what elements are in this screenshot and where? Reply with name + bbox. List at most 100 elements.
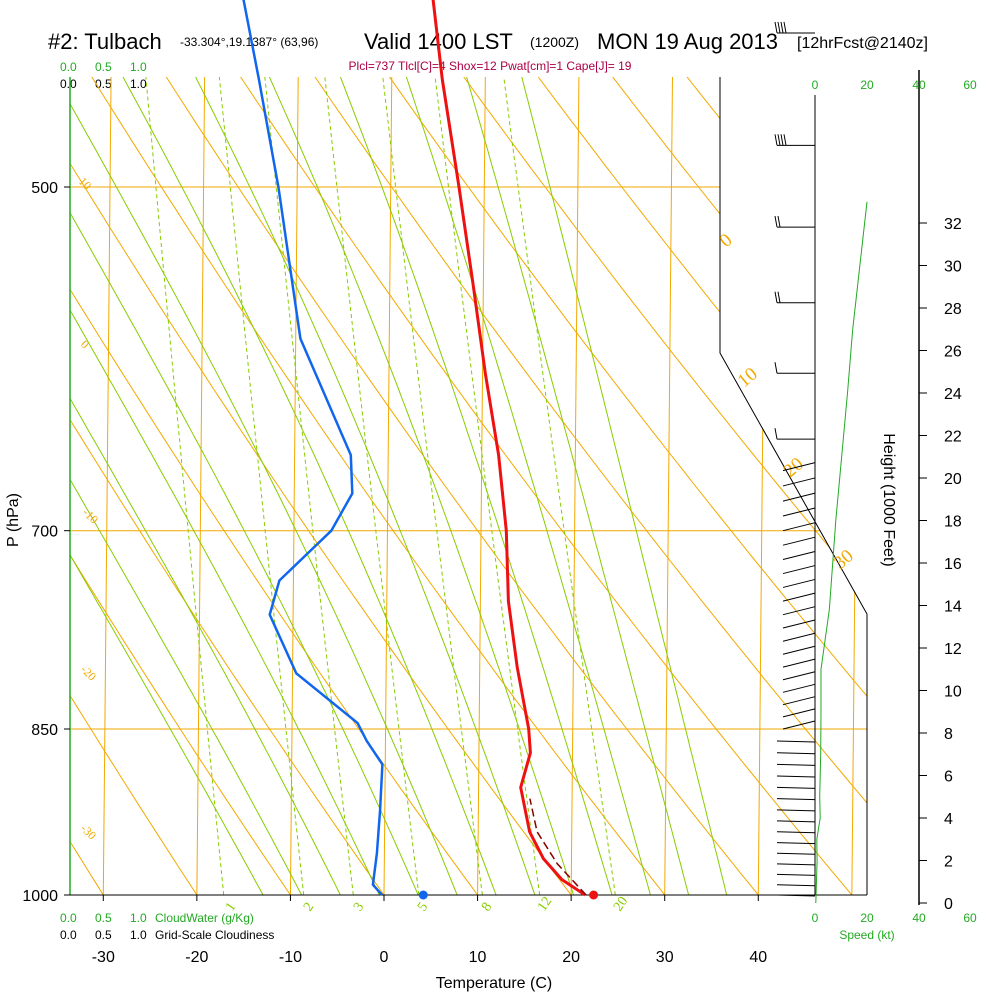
height-tick-label: 12 <box>944 641 962 658</box>
height-tick-label: 28 <box>944 301 962 318</box>
x-tick-label: -30 <box>92 949 115 966</box>
height-tick-label: 14 <box>944 599 962 616</box>
stability-indices: Plcl=737 Tlcl[C]=4 Shox=12 Pwat[cm]=1 Ca… <box>349 59 632 73</box>
wind-barb <box>774 428 815 440</box>
moist-adiabat <box>70 77 628 895</box>
bottom-black-scale-0: 0.0 <box>60 928 77 942</box>
x-tick-label: 20 <box>562 949 580 966</box>
top-black-scale-0: 0.0 <box>60 77 77 91</box>
moist-adiabat <box>274 77 703 895</box>
top-black-scale-2: 1.0 <box>130 77 147 91</box>
station-coords: -33.304°,19.1387° (63,96) <box>180 35 318 49</box>
axes: -30 -20 -10 0 10 20 30 40 2 5 0 30 0 40 0 500 700 850 1000… <box>22 180 962 966</box>
height-tick-label: 18 <box>944 514 962 531</box>
wind-barb <box>774 21 815 34</box>
zulu-time: (1200Z) <box>530 34 579 50</box>
moist-adiabat <box>70 77 291 895</box>
height-tick-label: 22 <box>944 429 962 446</box>
height-tick-label: 4 <box>944 811 953 828</box>
speed-bottom-0: 0 <box>812 911 819 925</box>
mixing-ratio-label: 3 <box>351 900 367 914</box>
moist-adiabat <box>70 77 441 895</box>
dry-adiabat <box>70 77 515 895</box>
speed-bottom-20: 20 <box>860 911 874 925</box>
mixing-ratio-line <box>134 77 225 895</box>
dry-adiabat <box>100 77 867 895</box>
frame-edge <box>719 77 868 895</box>
dry-adiabat <box>70 77 800 895</box>
moist-adiabat <box>70 77 328 895</box>
dry-adiabat <box>70 77 867 895</box>
dewpoint-line <box>242 0 384 896</box>
height-tick-label: 8 <box>944 726 953 743</box>
height-tick-label: 2 <box>944 854 953 871</box>
wind-barb <box>774 362 815 374</box>
p-tick-label: 700 <box>31 524 58 541</box>
dry-adiabat-label: -20 <box>78 662 99 683</box>
parcel-line <box>529 798 587 896</box>
bottom-cloud-scales: 0.0 0.5 1.0 CloudWater (g/Kg) 0.0 0.5 1.… <box>60 911 274 942</box>
wind-barb <box>774 134 815 146</box>
x-tick-label: -10 <box>279 949 302 966</box>
moist-adiabat <box>174 77 665 895</box>
dry-adiabat <box>70 77 326 895</box>
mixing-ratio-line <box>252 77 354 895</box>
speed-bottom-40: 40 <box>912 911 926 925</box>
speed-bottom-60: 60 <box>963 911 977 925</box>
p-tick-label: 1000 <box>22 888 58 905</box>
wind-barb <box>774 291 815 304</box>
moist-adiabat <box>70 77 515 895</box>
bottom-green-scale-1: 0.5 <box>95 911 112 925</box>
height-tick-label: 0 <box>944 896 953 913</box>
bottom-green-scale-0: 0.0 <box>60 911 77 925</box>
isotherm <box>383 77 393 895</box>
isotherm <box>851 77 861 895</box>
speed-top-20: 20 <box>860 78 874 92</box>
mixing-ratio-label: 5 <box>415 900 431 914</box>
bottom-green-scale-2: 1.0 <box>130 911 147 925</box>
top-green-scale-0: 0.0 <box>60 60 77 74</box>
sounding-series <box>242 0 599 900</box>
y-axis-title: P (hPa) <box>5 493 22 547</box>
dry-adiabat <box>349 77 867 895</box>
isotherm <box>289 77 299 895</box>
height-tick-label: 24 <box>944 386 962 403</box>
temperature-surface-marker <box>589 890 599 900</box>
height-axis-title: Height (1000 Feet) <box>880 433 897 566</box>
isotherm <box>196 77 206 895</box>
dry-adiabat <box>0 0 40 945</box>
isotherm <box>10 77 18 895</box>
speed-axis-label: Speed (kt) <box>839 928 894 942</box>
background-lines <box>0 0 867 945</box>
low-level-wind-barbs <box>776 462 816 897</box>
speed-line <box>815 201 868 904</box>
plot-frame <box>69 70 920 905</box>
dry-adiabat-label: -30 <box>78 821 99 842</box>
moist-adiabat <box>70 77 366 895</box>
p-tick-label: 850 <box>31 722 58 739</box>
isotherm <box>477 77 486 895</box>
dry-adiabat <box>70 77 867 895</box>
speed-top-0: 0 <box>812 78 819 92</box>
forecast-hour: [12hrFcst@2140z] <box>797 35 928 52</box>
station-title: #2: Tulbach <box>48 29 162 54</box>
height-tick-label: 6 <box>944 769 953 786</box>
mixing-ratio-label: 8 <box>479 900 495 914</box>
moist-adiabat <box>70 77 590 895</box>
isotherm <box>757 77 767 895</box>
dry-adiabat <box>162 77 867 895</box>
isotherm <box>664 77 673 895</box>
wind-barb <box>774 215 815 228</box>
dry-adiabat <box>70 77 867 895</box>
dewpoint-surface-marker <box>418 890 428 900</box>
moist-adiabat <box>358 77 740 895</box>
speed-profile <box>815 201 868 904</box>
x-tick-label: -20 <box>185 949 208 966</box>
height-tick-label: 32 <box>944 216 962 233</box>
isotherm <box>102 77 112 895</box>
bottom-black-scale-1: 0.5 <box>95 928 112 942</box>
dry-adiabat <box>70 77 231 895</box>
speed-top-60: 60 <box>963 78 977 92</box>
p-tick-label: 500 <box>31 180 58 197</box>
